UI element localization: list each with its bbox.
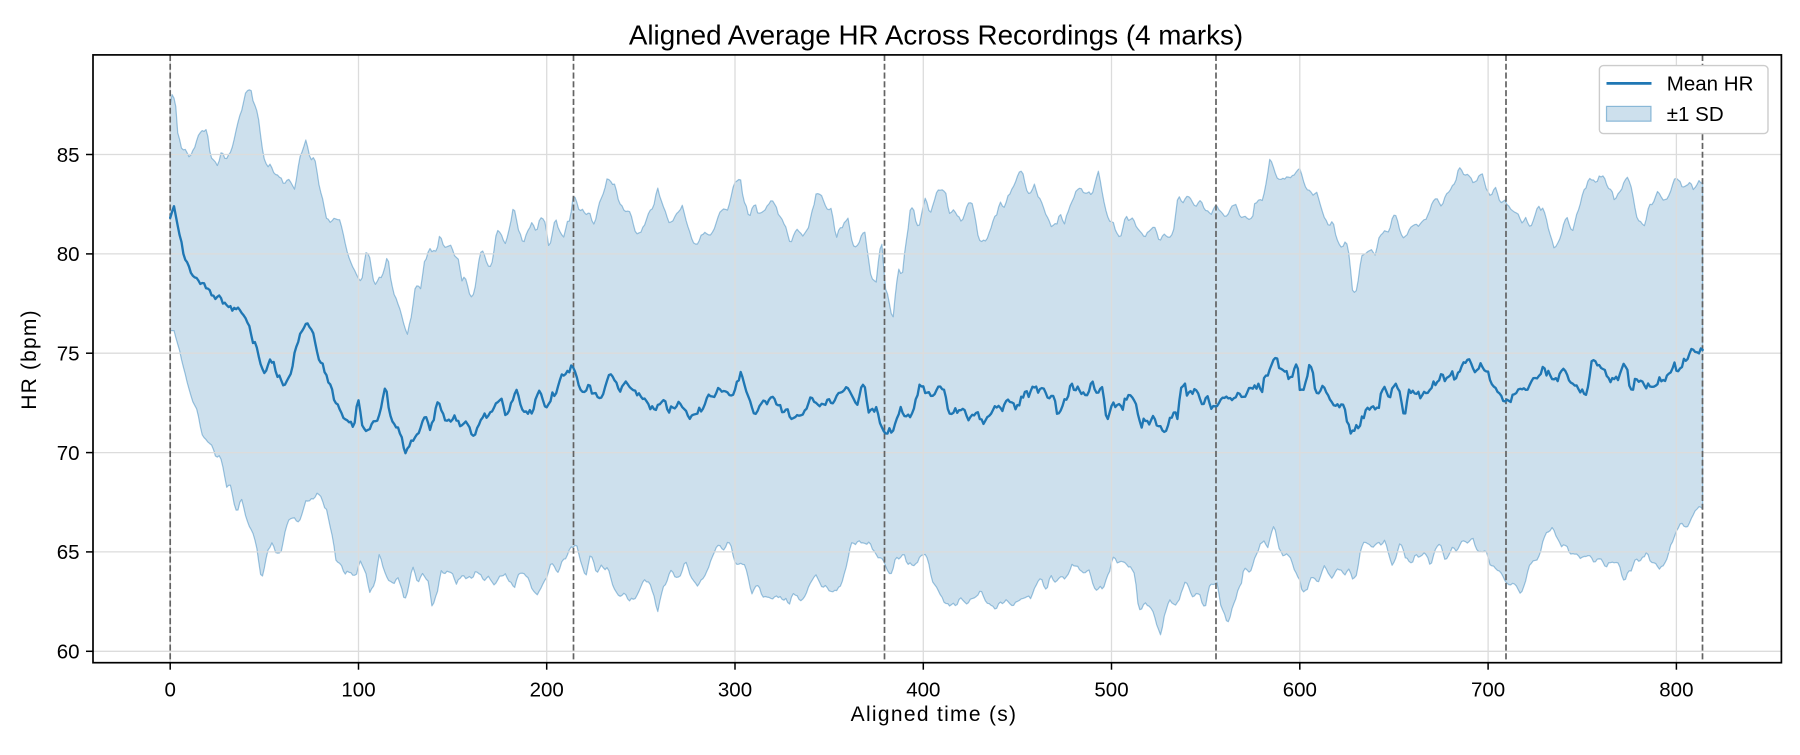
svg-text:200: 200 xyxy=(530,679,564,702)
svg-text:100: 100 xyxy=(341,679,375,702)
svg-text:600: 600 xyxy=(1283,679,1317,702)
svg-text:80: 80 xyxy=(57,243,80,266)
svg-text:85: 85 xyxy=(57,144,80,167)
svg-text:800: 800 xyxy=(1659,679,1693,702)
svg-text:0: 0 xyxy=(164,679,175,702)
svg-text:500: 500 xyxy=(1094,679,1128,702)
svg-text:300: 300 xyxy=(718,679,752,702)
svg-text:HR (bpm): HR (bpm) xyxy=(18,309,41,410)
svg-text:75: 75 xyxy=(57,343,80,366)
svg-text:60: 60 xyxy=(57,641,80,664)
svg-text:400: 400 xyxy=(906,679,940,702)
svg-text:±1 SD: ±1 SD xyxy=(1667,103,1724,126)
svg-text:Mean HR: Mean HR xyxy=(1667,73,1754,96)
svg-text:65: 65 xyxy=(57,541,80,564)
svg-text:Aligned time (s): Aligned time (s) xyxy=(851,703,1018,726)
svg-text:Aligned Average HR Across Reco: Aligned Average HR Across Recordings (4 … xyxy=(629,20,1243,51)
svg-text:70: 70 xyxy=(57,442,80,465)
svg-text:700: 700 xyxy=(1471,679,1505,702)
